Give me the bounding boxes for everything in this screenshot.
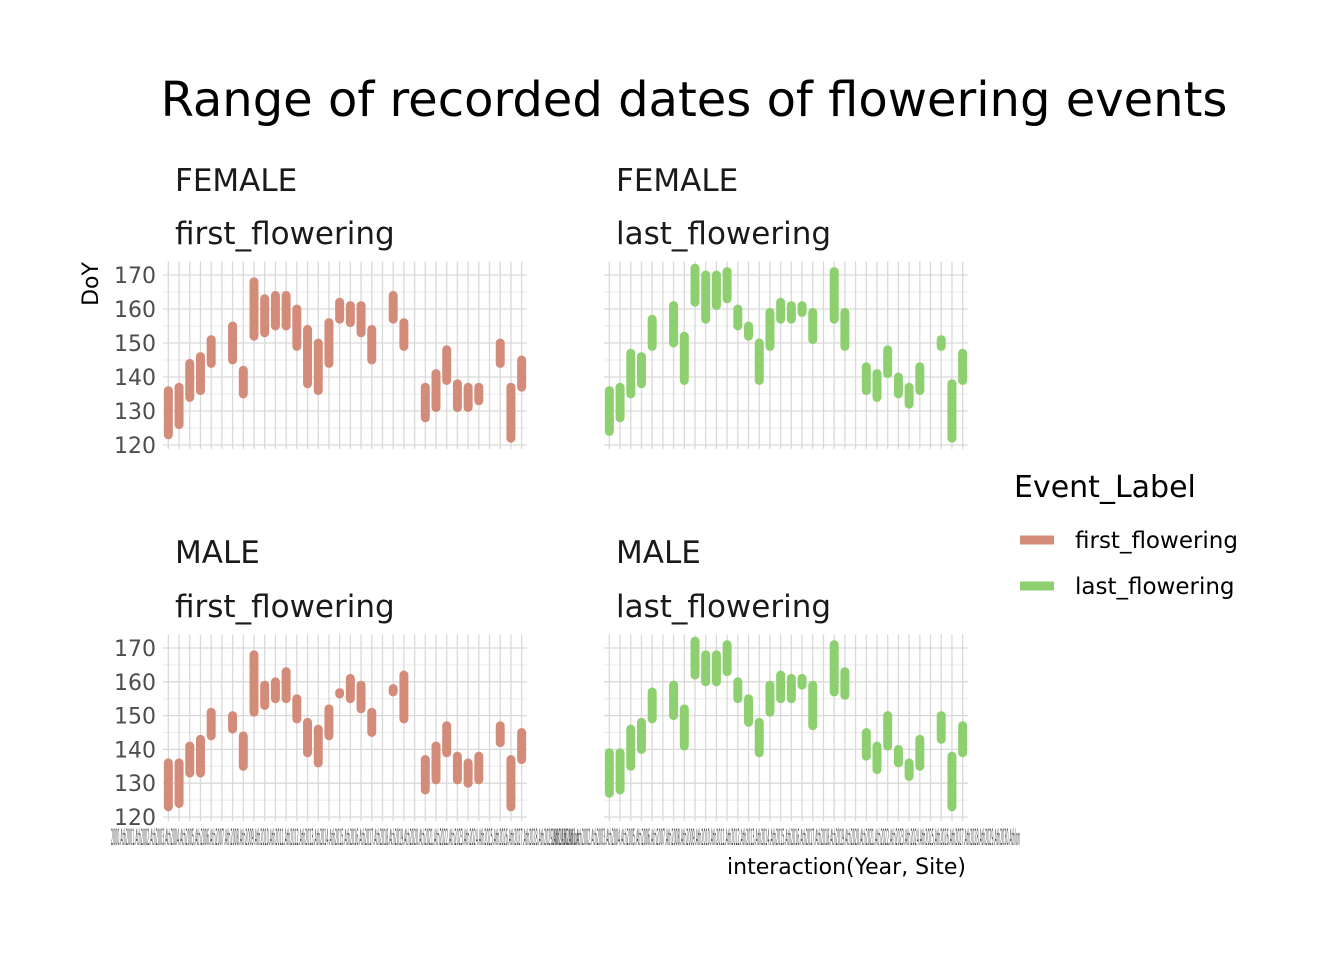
y-tick-label: 150 [114, 332, 156, 357]
facet-strip-sex: FEMALE [175, 163, 297, 199]
y-tick-label: 170 [114, 264, 156, 289]
facet-strip-sex: MALE [616, 535, 701, 571]
facet-strip-event: last_flowering [616, 589, 831, 625]
facet-strip-event: first_flowering [175, 216, 395, 252]
facet-panel: MALE first_flowering 120 130 140 150 160 170 200… [111, 535, 579, 851]
x-axis-title: interaction(Year, Site) [727, 855, 966, 880]
legend-label: first_flowering [1075, 528, 1238, 554]
facet-strip-sex: MALE [175, 535, 260, 571]
legend-title: Event_Label [1014, 470, 1196, 505]
y-tick-label: 130 [114, 772, 156, 797]
y-tick-label: 160 [114, 298, 156, 323]
chart-title: Range of recorded dates of flowering eve… [161, 72, 1228, 128]
legend-items: first_flowering last_flowering [1020, 528, 1238, 600]
x-tick-labels: 2000.Ath2001.Ath2002.Ath2003.Ath2004.Ath… [111, 826, 579, 851]
y-axis-title: DoY [79, 262, 104, 306]
y-tick-label: 120 [114, 434, 156, 459]
x-tick-labels: 2000.Ath2001.Ath2002.Ath2003.Ath2004.Ath… [552, 826, 1020, 851]
y-tick-label: 170 [114, 637, 156, 662]
facet-strip-event: last_flowering [616, 216, 831, 252]
facet-strip-sex: FEMALE [616, 163, 738, 199]
y-tick-label: 160 [114, 671, 156, 696]
facet-panel: MALE last_flowering 2000.Ath2001.Ath2002.A… [552, 535, 1020, 851]
legend: Event_Label first_flowering last_flowerin… [1014, 470, 1238, 600]
facet-strip-event: first_flowering [175, 589, 395, 625]
facet-panels: FEMALEfirst_flowering120130140150160170F… [111, 163, 1020, 851]
facet-panel: FEMALE first_flowering 120 130 140 150 160 170 [114, 163, 527, 459]
y-tick-label: 120 [114, 806, 156, 831]
y-tick-label: 150 [114, 705, 156, 730]
y-tick-label: 130 [114, 400, 156, 425]
y-tick-label: 140 [114, 738, 156, 763]
legend-label: last_flowering [1075, 574, 1235, 600]
y-tick-label: 140 [114, 366, 156, 391]
facet-panel: FEMALE last_flowering [604, 163, 968, 449]
